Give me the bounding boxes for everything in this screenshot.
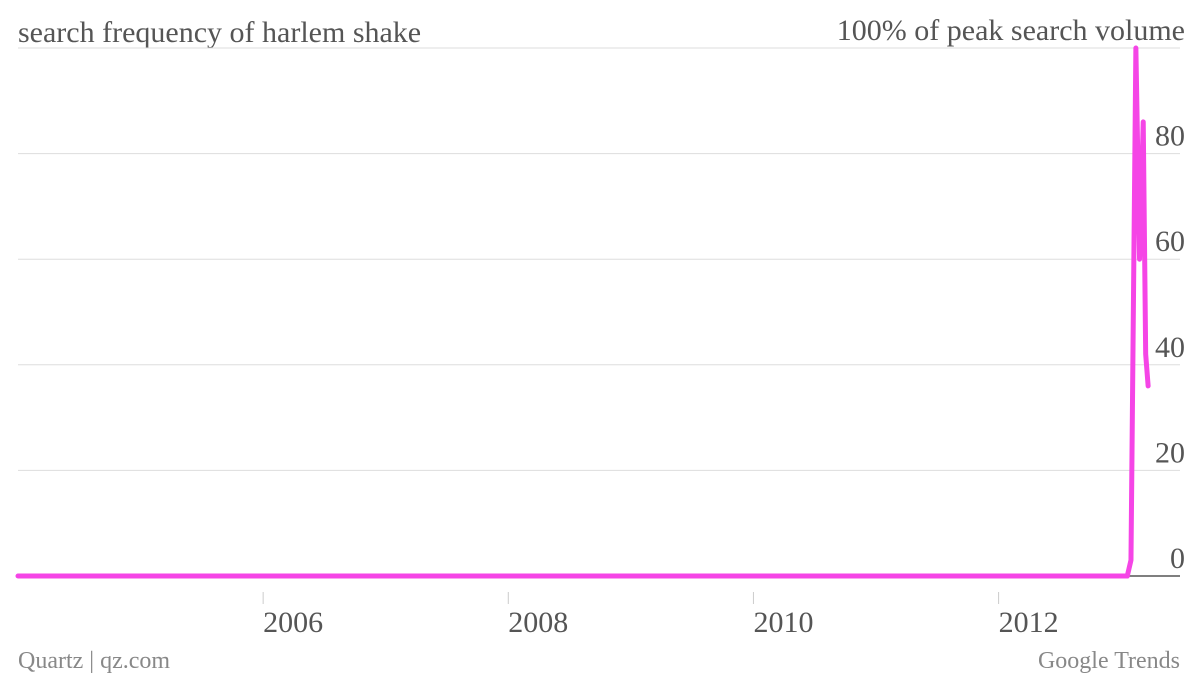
y-tick-label: 20: [1155, 436, 1185, 469]
y-tick-label: 80: [1155, 120, 1185, 153]
chart-title: search frequency of harlem shake: [18, 16, 421, 49]
line-series: [15, 45, 1151, 579]
x-tick-label: 2010: [753, 606, 813, 639]
source: Google Trends: [1038, 648, 1180, 674]
x-tick-label: 2008: [508, 606, 568, 639]
y-tick-label: 0: [1170, 542, 1185, 575]
y-tick-label: 60: [1155, 225, 1185, 258]
x-tick-label: 2012: [999, 606, 1059, 639]
y-tick-label: 40: [1155, 331, 1185, 364]
credit: Quartz | qz.com: [18, 648, 170, 674]
y-tick-label: 100% of peak search volume: [837, 14, 1185, 47]
x-tick-label: 2006: [263, 606, 323, 639]
